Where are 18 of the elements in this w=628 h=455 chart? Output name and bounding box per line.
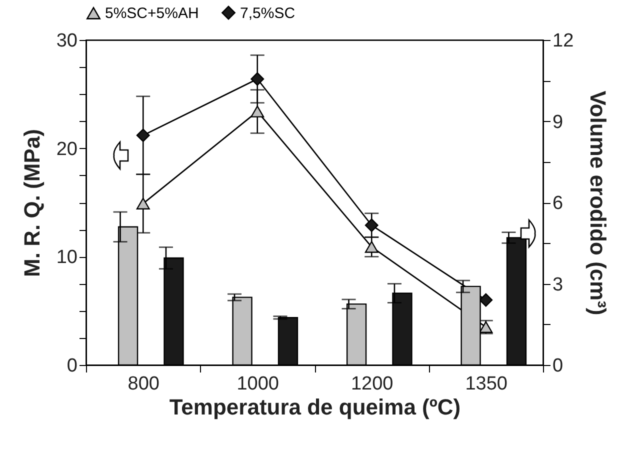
x-tick-label: 1350 bbox=[465, 374, 508, 394]
x-axis-title: Temperatura de queima (ºC) bbox=[169, 394, 461, 420]
y2-tick-label: 3 bbox=[552, 274, 564, 296]
x-tick-label: 1000 bbox=[236, 374, 280, 394]
y2-tick-label: 9 bbox=[552, 112, 564, 133]
y2-tick-label: 12 bbox=[552, 30, 574, 52]
y2-tick-label: 6 bbox=[552, 193, 564, 214]
y-tick-label: 0 bbox=[66, 356, 78, 376]
y2-tick-label: 0 bbox=[552, 356, 564, 376]
y-axis-title: M. R. Q. (MPa) bbox=[19, 129, 44, 277]
y-tick-label: 10 bbox=[56, 247, 78, 268]
x-tick-label: 1200 bbox=[350, 374, 394, 394]
legend-label: 7,5%SC bbox=[240, 4, 296, 22]
y-tick-label: 20 bbox=[56, 138, 78, 160]
y-tick-label: 30 bbox=[56, 30, 78, 52]
x-tick-label: 800 bbox=[128, 374, 160, 394]
y2-axis-title: Volume erodido (cm³) bbox=[586, 90, 611, 316]
legend-label: 5%SC+5%AH bbox=[105, 5, 199, 22]
